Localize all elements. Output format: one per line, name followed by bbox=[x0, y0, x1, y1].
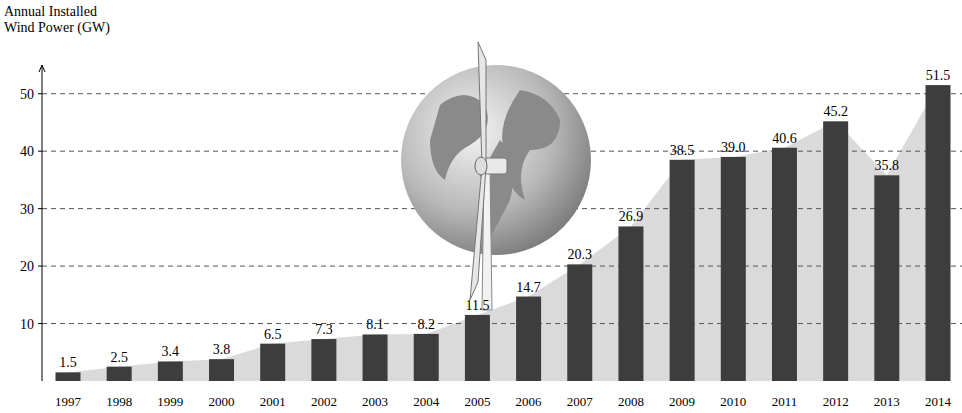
data-label: 11.5 bbox=[465, 298, 489, 313]
chart: 10 20 30 40 50 1.5 2.5 3.4 3.8 6.5 7.3 8.1 8.2 11.5 14… bbox=[0, 0, 962, 413]
category-label: 2013 bbox=[874, 394, 900, 409]
data-label: 40.6 bbox=[772, 131, 797, 146]
data-label: 14.7 bbox=[516, 280, 541, 295]
bar bbox=[618, 226, 643, 381]
category-label: 2003 bbox=[362, 394, 388, 409]
category-label: 2010 bbox=[720, 394, 746, 409]
axis-title-line: Annual Installed bbox=[4, 4, 97, 19]
turbine-blade bbox=[478, 42, 486, 165]
data-label: 3.8 bbox=[213, 342, 231, 357]
bar bbox=[516, 297, 541, 381]
tick-label: 20 bbox=[20, 259, 34, 274]
data-label: 45.2 bbox=[823, 104, 848, 119]
axis-arrow bbox=[39, 65, 45, 72]
globe bbox=[401, 65, 591, 255]
category-label: 2012 bbox=[823, 394, 849, 409]
category-label: 2005 bbox=[464, 394, 490, 409]
bar bbox=[363, 334, 388, 381]
bar bbox=[823, 121, 848, 381]
bar bbox=[209, 359, 234, 381]
tick-mark bbox=[38, 323, 42, 324]
tick-label: 50 bbox=[20, 87, 34, 102]
data-label: 8.2 bbox=[417, 317, 435, 332]
data-label: 1.5 bbox=[59, 355, 77, 370]
tick-label: 30 bbox=[20, 202, 34, 217]
globe-illustration bbox=[401, 42, 591, 310]
tick-label: 10 bbox=[20, 317, 34, 332]
data-label: 38.5 bbox=[670, 143, 695, 158]
category-label: 2014 bbox=[925, 394, 952, 409]
tick-mark bbox=[38, 208, 42, 209]
category-label: 2009 bbox=[669, 394, 695, 409]
data-label: 26.9 bbox=[619, 209, 644, 224]
data-label: 51.5 bbox=[926, 68, 951, 83]
bar bbox=[158, 361, 183, 381]
category-label: 2008 bbox=[618, 394, 644, 409]
turbine-hub bbox=[475, 157, 487, 175]
continent bbox=[430, 95, 488, 180]
tick-label: 40 bbox=[20, 144, 34, 159]
bar bbox=[721, 157, 746, 381]
category-label: 1999 bbox=[157, 394, 183, 409]
turbine-blade bbox=[470, 167, 486, 300]
y-axis bbox=[42, 65, 43, 381]
tick-mark bbox=[38, 151, 42, 152]
bar bbox=[56, 372, 81, 381]
bar bbox=[926, 85, 951, 381]
bar bbox=[874, 175, 899, 381]
category-label: 1998 bbox=[106, 394, 132, 409]
bar bbox=[465, 315, 490, 381]
axis-title-line: Wind Power (GW) bbox=[4, 20, 110, 36]
category-label: 1997 bbox=[55, 394, 82, 409]
bars bbox=[56, 85, 951, 381]
category-label: 2001 bbox=[260, 394, 286, 409]
tick-mark bbox=[38, 266, 42, 267]
data-label: 6.5 bbox=[264, 327, 282, 342]
bar bbox=[567, 264, 592, 381]
category-label: 2000 bbox=[209, 394, 235, 409]
data-label: 35.8 bbox=[875, 158, 900, 173]
axis-title: Annual InstalledWind Power (GW) bbox=[4, 4, 110, 36]
data-label: 39.0 bbox=[721, 140, 746, 155]
data-label: 7.3 bbox=[315, 322, 333, 337]
data-label: 8.1 bbox=[366, 317, 384, 332]
bar bbox=[414, 334, 439, 381]
bar bbox=[260, 344, 285, 381]
bar bbox=[311, 339, 336, 381]
data-label: 20.3 bbox=[568, 247, 593, 262]
bar bbox=[670, 160, 695, 381]
category-label: 2006 bbox=[516, 394, 543, 409]
data-label: 3.4 bbox=[162, 344, 180, 359]
category-label: 2002 bbox=[311, 394, 337, 409]
category-label: 2004 bbox=[413, 394, 440, 409]
category-label: 2007 bbox=[567, 394, 594, 409]
data-label: 2.5 bbox=[110, 350, 128, 365]
bar bbox=[772, 148, 797, 381]
category-label: 2011 bbox=[772, 394, 798, 409]
bar bbox=[107, 367, 132, 381]
tick-mark bbox=[38, 93, 42, 94]
